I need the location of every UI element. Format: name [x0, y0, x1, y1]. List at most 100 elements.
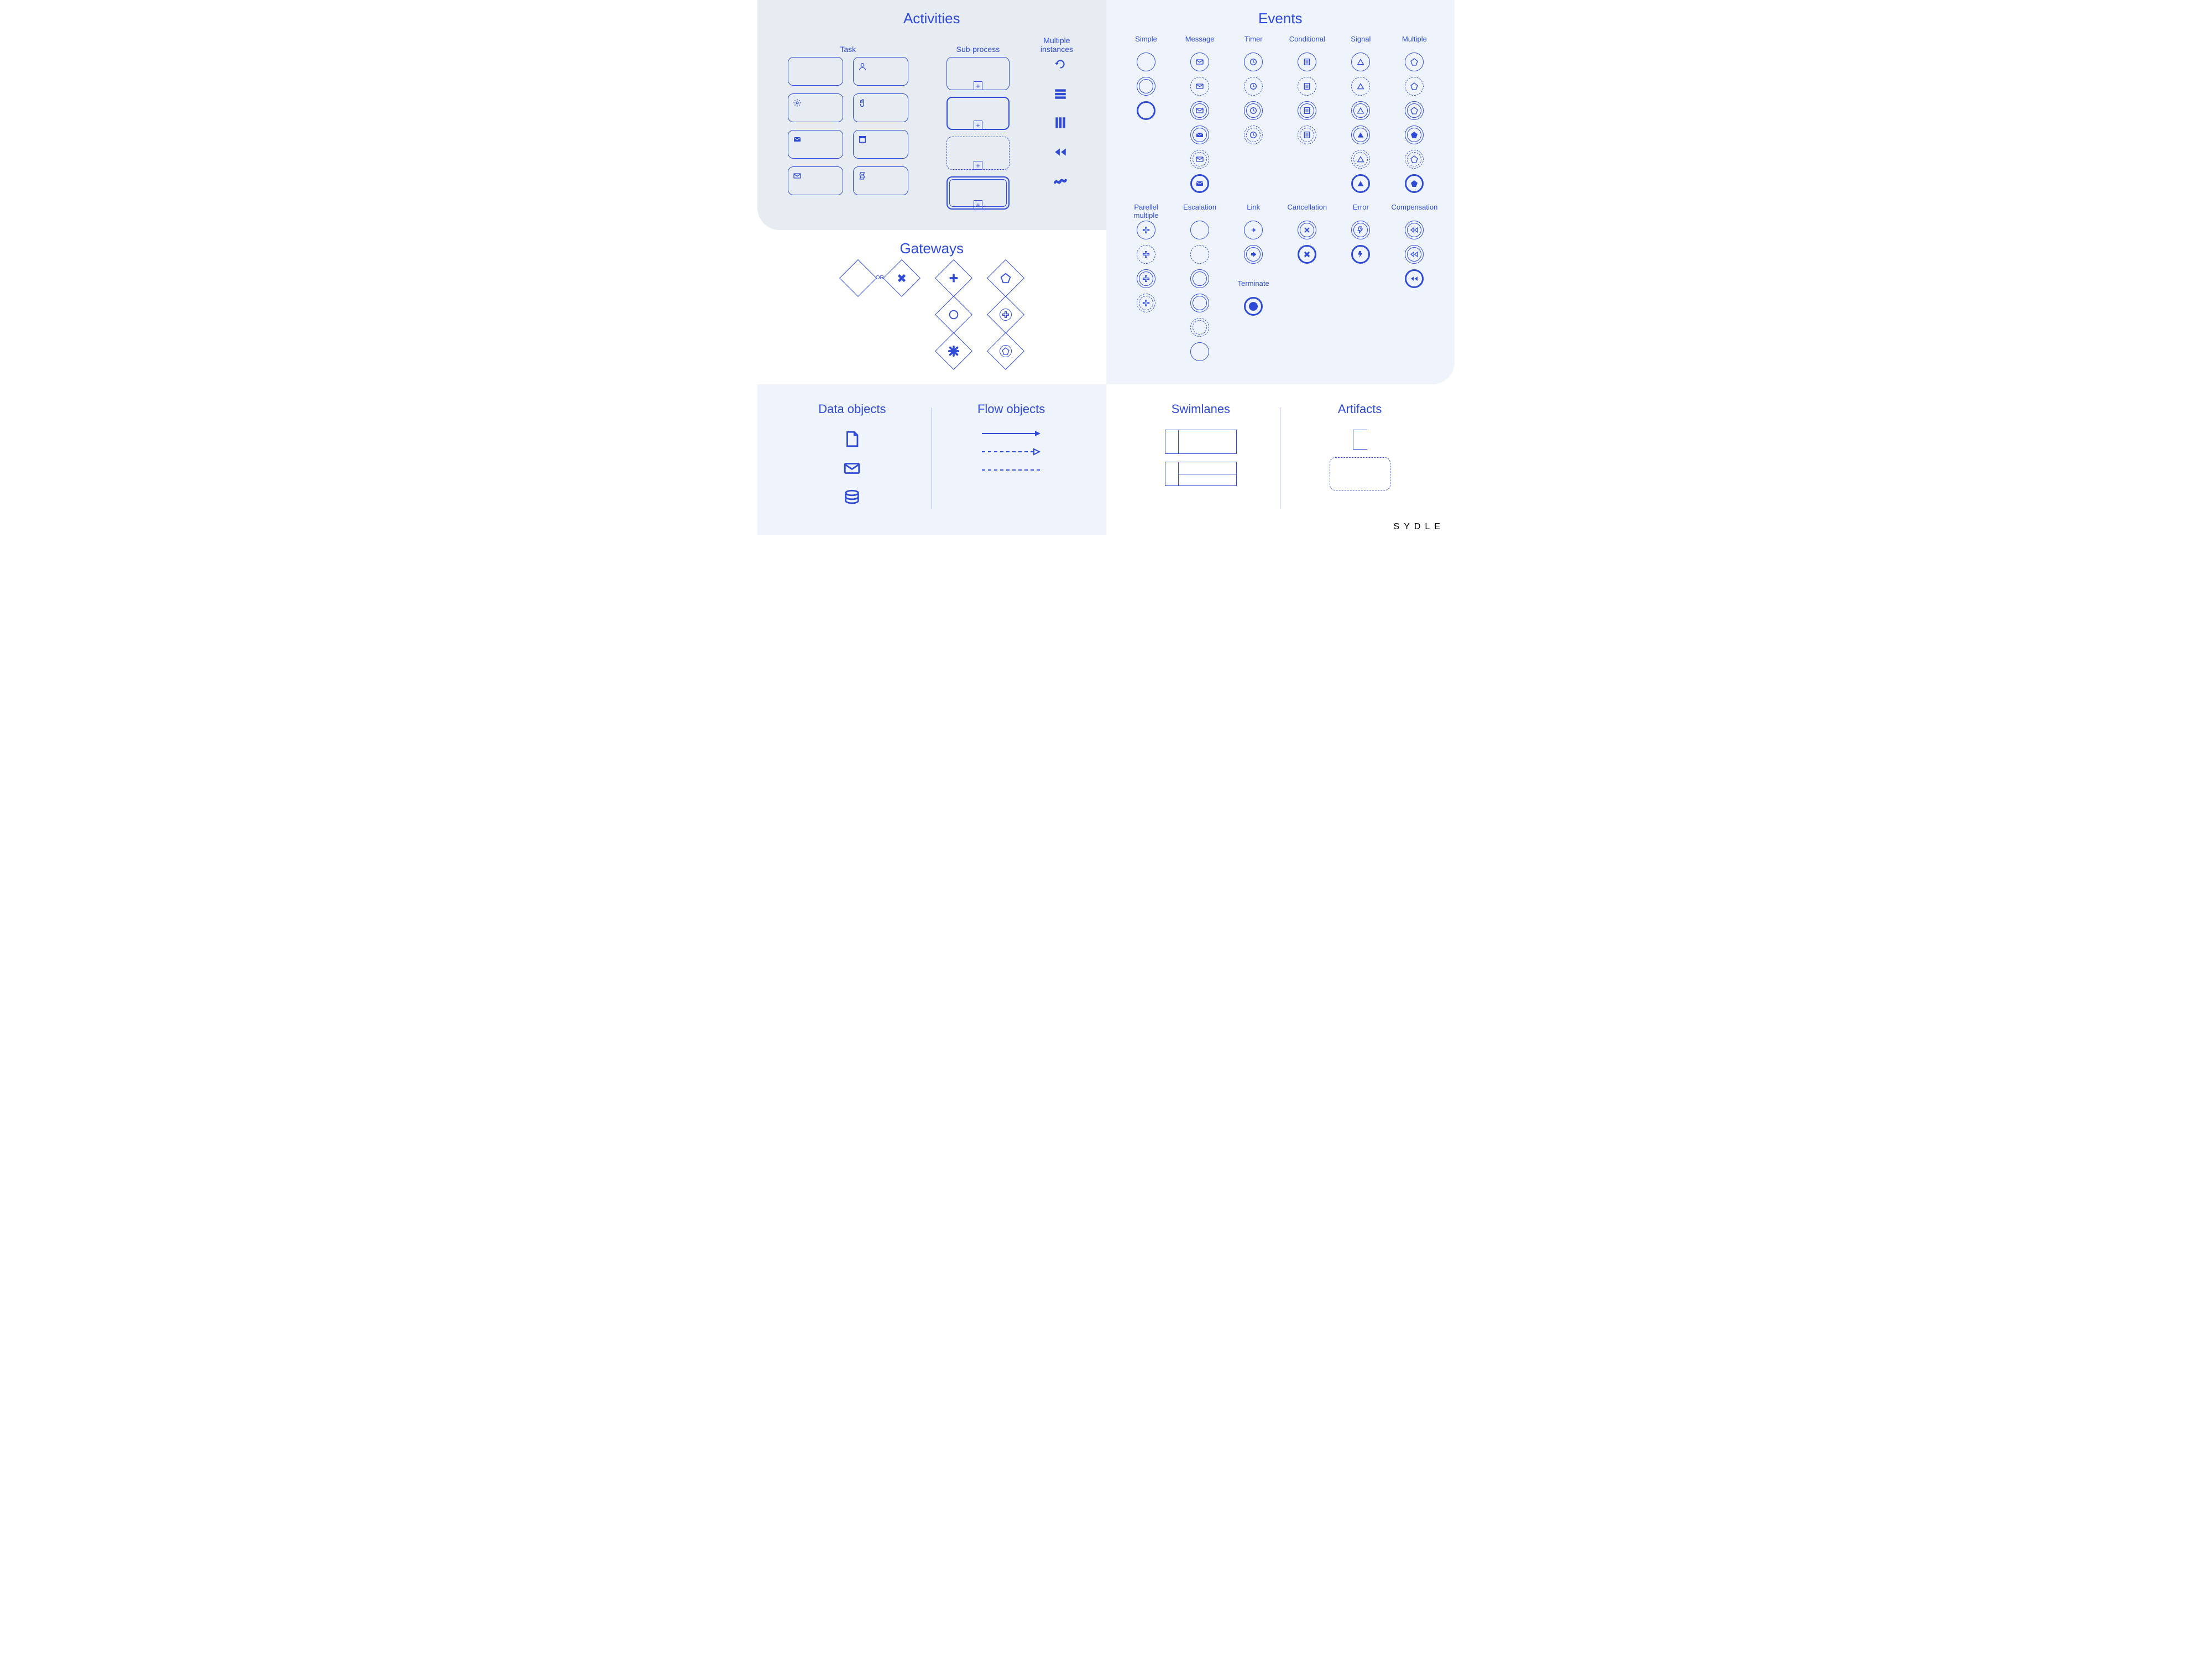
gateway-circle-icon — [935, 296, 972, 333]
gateway-exclusive-icon — [839, 259, 877, 297]
event-type-label: Signal — [1351, 35, 1371, 46]
event-mail-icon — [1190, 77, 1209, 96]
event-tri-icon — [1351, 53, 1370, 71]
gateway-plus-ring-icon — [987, 296, 1024, 333]
subprocess-box: + — [946, 57, 1010, 90]
event-x-icon — [1298, 221, 1316, 239]
task-box — [853, 130, 908, 159]
event-none-icon — [1190, 294, 1209, 312]
event-tri-solid-icon — [1351, 174, 1370, 193]
data-objects-title: Data objects — [818, 402, 886, 416]
subprocess-box: + — [946, 176, 1010, 210]
event-col: Multiple — [1390, 35, 1439, 193]
event-col: Link Terminate — [1229, 203, 1278, 361]
event-mail-icon — [1190, 53, 1209, 71]
event-arrow-icon — [1244, 221, 1263, 239]
event-col: Simple — [1122, 35, 1171, 193]
event-bolt-solid-icon — [1351, 245, 1370, 264]
event-bolt-icon — [1351, 221, 1370, 239]
db-icon — [843, 488, 861, 510]
task-box — [788, 166, 843, 195]
gateways-title: Gateways — [773, 240, 1091, 257]
gateway-plus-icon — [935, 259, 972, 297]
task-box — [788, 93, 843, 122]
event-none-icon — [1190, 245, 1209, 264]
annotation-icon — [1353, 430, 1367, 450]
multiple-instances-label: Multiple instances — [1040, 35, 1073, 54]
event-arrow-solid-icon — [1244, 245, 1263, 264]
event-type-label: Message — [1185, 35, 1215, 46]
event-type-label: Simple — [1135, 35, 1157, 46]
event-none-icon — [1190, 342, 1209, 361]
event-plus-icon — [1137, 269, 1155, 288]
event-plus-icon — [1137, 245, 1155, 264]
subprocess-box: + — [946, 97, 1010, 130]
event-type-label: Link — [1247, 203, 1260, 214]
event-plus-icon — [1137, 221, 1155, 239]
event-terminate-icon — [1244, 297, 1263, 316]
event-type-label: Conditional — [1289, 35, 1325, 46]
task-box — [788, 130, 843, 159]
event-pent-icon — [1405, 101, 1424, 120]
event-col: Cancellation — [1283, 203, 1332, 361]
event-list-icon — [1298, 53, 1316, 71]
event-none-icon — [1137, 77, 1155, 96]
event-clock-icon — [1244, 53, 1263, 71]
event-list-icon — [1298, 77, 1316, 96]
rewind-icon — [1053, 145, 1068, 162]
event-col: Escalation — [1175, 203, 1225, 361]
event-plus-icon — [1137, 294, 1155, 312]
event-none-icon — [1190, 269, 1209, 288]
event-rew-icon — [1405, 221, 1424, 239]
event-pent-solid-icon — [1405, 126, 1424, 144]
event-col: Error — [1336, 203, 1385, 361]
event-type-label: Compensation — [1392, 203, 1438, 214]
event-rew-solid-icon — [1405, 269, 1424, 288]
event-tri-icon — [1351, 101, 1370, 120]
task-box — [853, 93, 908, 122]
artifacts-title: Artifacts — [1338, 402, 1382, 416]
gateway-exclusive-x-icon — [883, 259, 921, 297]
swimlanes-title: Swimlanes — [1172, 402, 1230, 416]
event-clock-icon — [1244, 77, 1263, 96]
terminate-label: Terminate — [1238, 279, 1269, 290]
activities-title: Activities — [773, 10, 1091, 27]
event-col: Signal — [1336, 35, 1385, 193]
gateway-pentagon-icon — [987, 259, 1024, 297]
event-tri-icon — [1351, 77, 1370, 96]
event-type-label: Multiple — [1402, 35, 1427, 46]
mail-icon — [843, 459, 861, 481]
flow-connector-1-icon — [981, 448, 1042, 458]
event-mail-solid-icon — [1190, 174, 1209, 193]
event-pent-solid-icon — [1405, 174, 1424, 193]
event-list-icon — [1298, 101, 1316, 120]
event-type-label: Escalation — [1183, 203, 1216, 214]
event-type-label: Parellel multiple — [1134, 203, 1159, 214]
event-none-icon — [1137, 101, 1155, 120]
pool-lanes-icon — [1165, 462, 1237, 486]
brand-logo: SYDLE — [1394, 522, 1445, 532]
task-box — [788, 57, 843, 86]
event-mail-solid-icon — [1190, 126, 1209, 144]
event-clock-icon — [1244, 101, 1263, 120]
event-pent-icon — [1405, 53, 1424, 71]
subprocess-label: Sub-process — [956, 35, 1000, 54]
event-pent-icon — [1405, 77, 1424, 96]
event-tri-solid-icon — [1351, 126, 1370, 144]
pool-single-icon — [1165, 430, 1237, 454]
event-rew-icon — [1405, 245, 1424, 264]
event-mail-icon — [1190, 150, 1209, 169]
gateway-pentagon-ring-icon — [987, 332, 1024, 370]
flow-connector-2-icon — [981, 466, 1042, 477]
swimlanes-artifacts-panel: Swimlanes Artifacts SYDLE — [1106, 384, 1455, 535]
gateway-asterisk-icon — [935, 332, 972, 370]
activities-panel: Activities Task Sub-process ++++ Multipl… — [757, 0, 1106, 230]
event-type-label: Cancellation — [1288, 203, 1327, 214]
event-col: Conditional — [1283, 35, 1332, 193]
event-col: Timer — [1229, 35, 1278, 193]
flow-connector-0-icon — [981, 430, 1042, 440]
event-col: Parellel multiple — [1122, 203, 1171, 361]
event-mail-icon — [1190, 101, 1209, 120]
event-none-icon — [1137, 53, 1155, 71]
events-panel: Events SimpleMessageTimerConditionalSign… — [1106, 0, 1455, 384]
